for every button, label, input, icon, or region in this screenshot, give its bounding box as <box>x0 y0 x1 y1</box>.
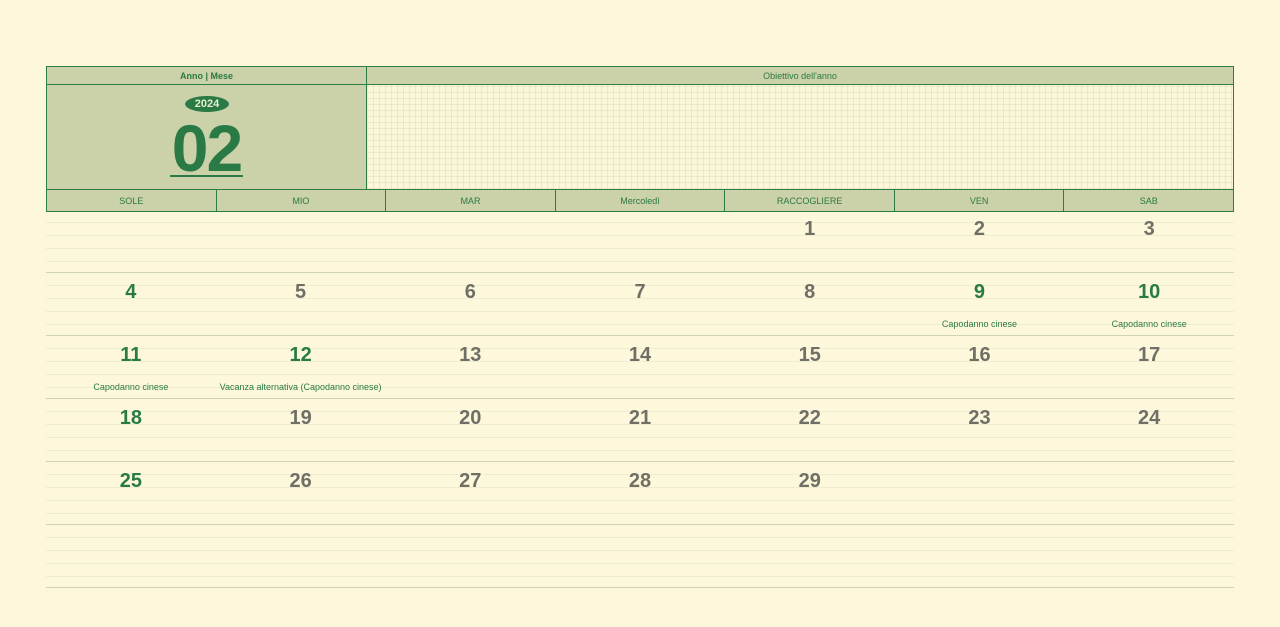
day-cell[interactable] <box>725 525 895 587</box>
day-cell[interactable]: 16 <box>895 336 1065 398</box>
day-cell[interactable]: 11 Capodanno cinese <box>46 336 216 398</box>
holiday-label: Capodanno cinese <box>93 382 169 392</box>
day-number: 9 <box>973 281 986 303</box>
day-cell[interactable]: 15 <box>725 336 895 398</box>
day-cell[interactable] <box>216 525 386 587</box>
day-cell[interactable]: 2 <box>895 210 1065 272</box>
calendar-grid: 1 2 3 4 5 6 7 8 9 Capodanno cinese 10 Capodanno cin… <box>46 210 1234 588</box>
day-cell[interactable]: 7 <box>555 273 725 335</box>
day-cell[interactable]: 28 <box>555 462 725 524</box>
day-cell[interactable]: 3 <box>1064 210 1234 272</box>
day-cell[interactable]: 23 <box>895 399 1065 461</box>
day-number: 12 <box>289 344 312 366</box>
day-number: 5 <box>295 281 307 303</box>
day-number: 15 <box>798 344 821 366</box>
weekday-4: RACCOGLIERE <box>725 190 895 211</box>
day-cell[interactable] <box>555 525 725 587</box>
day-number: 8 <box>804 281 816 303</box>
day-number: 21 <box>628 407 652 429</box>
day-cell[interactable]: 20 <box>385 399 555 461</box>
weekday-1: MIO <box>217 190 387 211</box>
month-number: 02 <box>171 111 243 185</box>
day-cell[interactable] <box>895 525 1065 587</box>
day-cell[interactable]: 21 <box>555 399 725 461</box>
week-row: 18 19 20 21 22 23 24 <box>46 399 1234 462</box>
weekday-5: VEN <box>895 190 1065 211</box>
calendar-header: Anno | Mese Obiettivo dell'anno 2024 02 … <box>46 66 1234 212</box>
year-badge: 2024 <box>185 96 229 112</box>
day-cell[interactable] <box>555 210 725 272</box>
month-underline <box>170 175 243 177</box>
day-number: 13 <box>459 344 482 366</box>
day-number: 3 <box>1143 218 1155 240</box>
day-number: 2 <box>973 218 986 240</box>
week-row <box>46 525 1234 588</box>
day-cell[interactable] <box>216 210 386 272</box>
day-cell[interactable]: 1 <box>725 210 895 272</box>
week-row: 11 Capodanno cinese 12 Vacanza alternativa … <box>46 336 1234 399</box>
day-number: 1 <box>804 218 816 240</box>
day-number: 17 <box>1138 344 1161 366</box>
holiday-label: Capodanno cinese <box>941 319 1017 329</box>
day-number: 23 <box>968 407 991 429</box>
week-row: 1 2 3 <box>46 210 1234 273</box>
weekday-6: SAB <box>1139 195 1158 206</box>
month-block: 2024 02 <box>47 85 367 189</box>
day-cell[interactable]: 22 <box>725 399 895 461</box>
day-cell[interactable]: 29 <box>725 462 895 524</box>
day-cell[interactable]: 14 <box>555 336 725 398</box>
day-cell[interactable] <box>385 210 555 272</box>
day-cell[interactable]: 9 Capodanno cinese <box>895 273 1065 335</box>
day-number: 27 <box>459 470 482 492</box>
day-cell[interactable]: 13 <box>385 336 555 398</box>
day-cell[interactable]: 6 <box>385 273 555 335</box>
week-row: 4 5 6 7 8 9 Capodanno cinese 10 Capodanno cinese <box>46 273 1234 336</box>
day-number: 25 <box>119 470 142 492</box>
day-cell[interactable] <box>1064 525 1234 587</box>
day-cell[interactable]: 10 Capodanno cinese <box>1064 273 1234 335</box>
day-cell[interactable] <box>1064 462 1234 524</box>
holiday-label: Capodanno cinese <box>1111 319 1187 329</box>
day-number: 14 <box>628 344 652 366</box>
day-number: 19 <box>289 407 312 429</box>
day-number: 11 <box>120 344 142 366</box>
weekday-3: Mercoledì <box>556 190 726 211</box>
day-cell[interactable]: 17 <box>1064 336 1234 398</box>
weekday-2: MAR <box>386 190 556 211</box>
day-number: 29 <box>798 470 821 492</box>
weekday-0: SOLE <box>47 190 217 211</box>
day-cell[interactable]: 26 <box>216 462 386 524</box>
day-cell[interactable] <box>46 210 216 272</box>
day-number: 18 <box>119 407 142 429</box>
day-number: 26 <box>289 470 312 492</box>
day-cell[interactable] <box>46 525 216 587</box>
day-number: 24 <box>1138 407 1161 429</box>
day-cell[interactable] <box>895 462 1065 524</box>
day-number: 4 <box>125 281 137 303</box>
day-cell[interactable]: 19 <box>216 399 386 461</box>
day-number: 28 <box>628 470 652 492</box>
day-number: 20 <box>459 407 482 429</box>
day-cell[interactable]: 27 <box>385 462 555 524</box>
day-number: 16 <box>968 344 991 366</box>
day-cell[interactable]: 12 Vacanza alternativa (Capodanno cinese) <box>216 336 386 398</box>
goal-area[interactable] <box>367 85 1233 189</box>
day-number: 10 <box>1138 281 1161 303</box>
day-number: 7 <box>634 281 646 303</box>
goal-label: Obiettivo dell'anno <box>763 70 837 81</box>
day-cell[interactable]: 24 <box>1064 399 1234 461</box>
day-cell[interactable]: 5 <box>216 273 386 335</box>
day-cell[interactable]: 8 <box>725 273 895 335</box>
week-row: 25 26 27 28 29 <box>46 462 1234 525</box>
day-cell[interactable] <box>385 525 555 587</box>
day-cell[interactable]: 4 <box>46 273 216 335</box>
year-month-label: Anno | Mese <box>47 67 367 84</box>
weekday-header: SOLE MIO MAR Mercoledì RACCOGLIERE VEN SAB <box>47 190 1233 211</box>
day-cell[interactable]: 25 <box>46 462 216 524</box>
day-number: 22 <box>798 407 821 429</box>
day-number: 6 <box>464 281 476 303</box>
holiday-label: Vacanza alternativa (Capodanno cinese) <box>219 382 382 392</box>
day-cell[interactable]: 18 <box>46 399 216 461</box>
